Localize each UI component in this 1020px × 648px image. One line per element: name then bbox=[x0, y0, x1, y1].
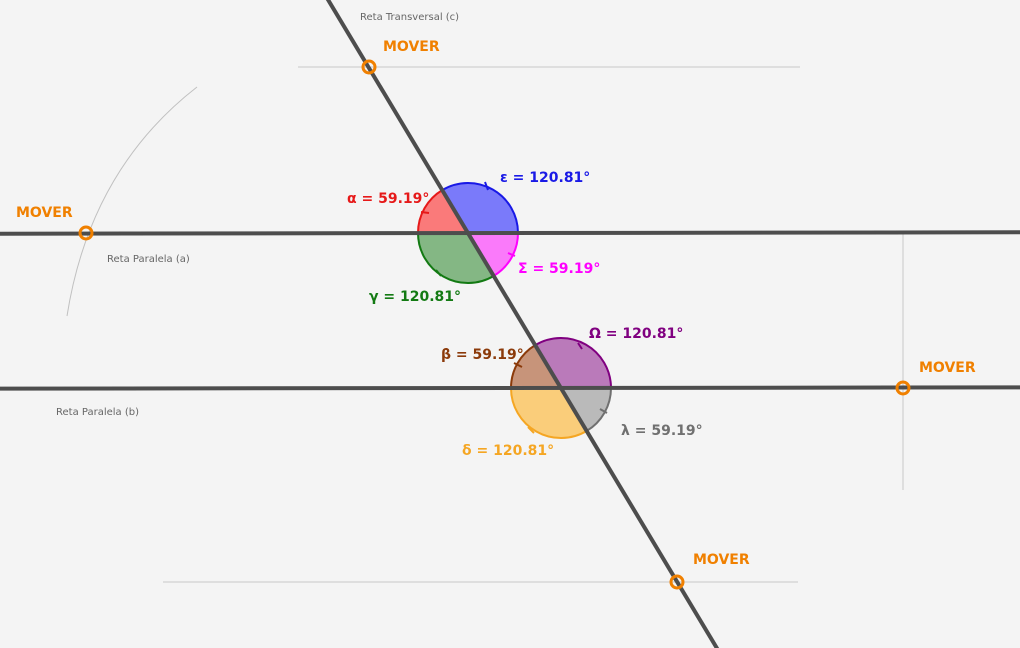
epsilon-tick bbox=[484, 181, 489, 191]
lambda-tick bbox=[599, 408, 608, 414]
beta-tick bbox=[513, 362, 523, 368]
gamma-label: γ = 120.81° bbox=[369, 289, 461, 305]
alpha-tick bbox=[420, 211, 430, 214]
mover-point-bottom[interactable] bbox=[669, 574, 685, 590]
construction-arc bbox=[66, 86, 198, 317]
mover-label-right: MOVER bbox=[919, 360, 976, 376]
epsilon-label: ε = 120.81° bbox=[500, 170, 590, 186]
parallel-b-label: Reta Paralela (b) bbox=[56, 407, 139, 418]
mover-label-left: MOVER bbox=[16, 205, 73, 221]
angle-tick-marks bbox=[420, 181, 608, 434]
mover-points[interactable] bbox=[78, 59, 911, 590]
sigma-tick bbox=[507, 252, 516, 257]
mover-label-bottom: MOVER bbox=[693, 552, 750, 568]
omega-label: Ω = 120.81° bbox=[589, 326, 683, 342]
transversal-label: Reta Transversal (c) bbox=[360, 12, 459, 23]
omega-tick bbox=[577, 342, 583, 350]
mover-label-top: MOVER bbox=[383, 39, 440, 55]
delta-tick bbox=[527, 426, 535, 434]
gamma-tick bbox=[435, 269, 442, 277]
parallel-line-a[interactable] bbox=[0, 230, 1020, 236]
mover-point-left[interactable] bbox=[78, 225, 94, 241]
mover-point-right[interactable] bbox=[895, 380, 911, 396]
transversal-line[interactable] bbox=[325, 0, 720, 648]
parallel-line-b[interactable] bbox=[0, 385, 1020, 391]
lambda-label: λ = 59.19° bbox=[621, 423, 703, 439]
delta-label: δ = 120.81° bbox=[462, 443, 554, 459]
alpha-label: α = 59.19° bbox=[347, 191, 429, 207]
mover-point-top[interactable] bbox=[361, 59, 377, 75]
sigma-label: Σ = 59.19° bbox=[518, 261, 600, 277]
parallel-a-label: Reta Paralela (a) bbox=[107, 254, 190, 265]
beta-label: β = 59.19° bbox=[441, 347, 524, 363]
